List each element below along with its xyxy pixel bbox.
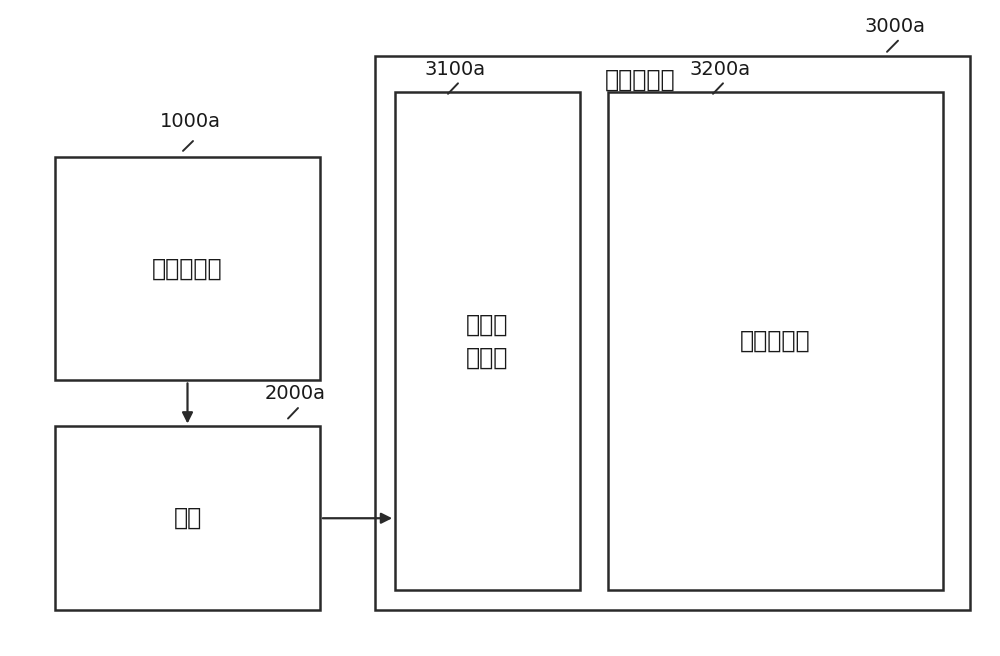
Text: 存储器
控制器: 存储器 控制器 [466,312,509,370]
Text: 环境传感器: 环境传感器 [152,257,223,281]
Text: 主机: 主机 [173,506,202,530]
Text: 存储器系统: 存储器系统 [605,68,675,92]
Text: 1000a: 1000a [160,112,220,131]
Text: 3100a: 3100a [424,60,486,79]
Text: 存储器装置: 存储器装置 [740,329,810,353]
Bar [375,56,970,610]
Bar [608,92,943,590]
Bar [55,426,320,610]
Text: 3000a: 3000a [864,17,926,36]
Text: 3200a: 3200a [689,60,751,79]
Text: 2000a: 2000a [264,384,326,403]
Bar [395,92,580,590]
Bar [55,157,320,380]
